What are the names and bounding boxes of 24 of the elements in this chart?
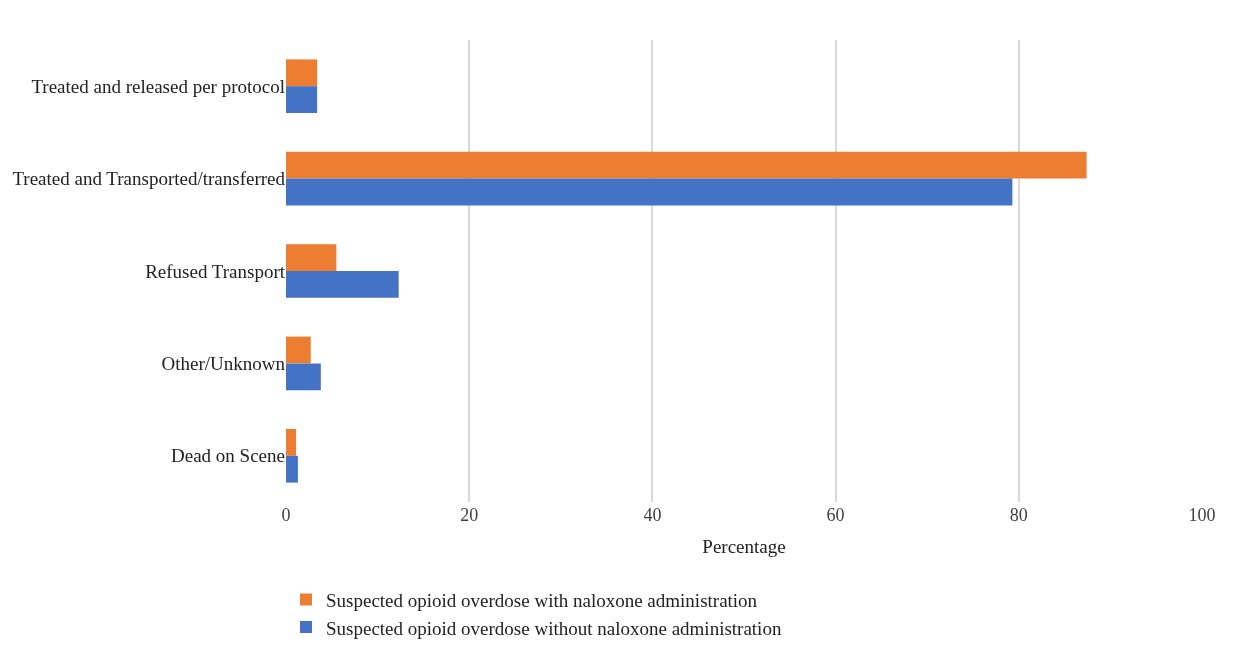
x-tick-label: 0 [281, 505, 291, 525]
bar [286, 271, 399, 298]
y-tick-label: Refused Transport [145, 260, 286, 282]
legend-label: Suspected opioid overdose with naloxone administration [326, 589, 758, 611]
x-tick-label: 60 [826, 505, 845, 525]
x-tick-label: 40 [643, 505, 662, 525]
bar [286, 455, 298, 483]
legend-label: Suspected opioid overdose without naloxone administration [326, 617, 782, 639]
x-tick-label: 100 [1188, 505, 1216, 525]
bar [286, 178, 1013, 206]
bar [286, 86, 318, 113]
bar [286, 244, 337, 271]
bar [286, 151, 1087, 179]
y-tick-label: Dead on Scene [171, 445, 285, 467]
y-tick-label: Other/Unknown [161, 353, 286, 375]
y-tick-label: Treated and released per protocol [31, 75, 285, 97]
bar [286, 336, 311, 364]
bar [286, 363, 321, 391]
bar [286, 429, 297, 456]
x-tick-label: 20 [460, 505, 479, 525]
x-tick-label: 80 [1009, 505, 1028, 525]
bar [286, 59, 318, 87]
x-axis-title: Percentage [702, 535, 786, 557]
y-tick-label: Treated and Transported/transferred [12, 168, 286, 190]
